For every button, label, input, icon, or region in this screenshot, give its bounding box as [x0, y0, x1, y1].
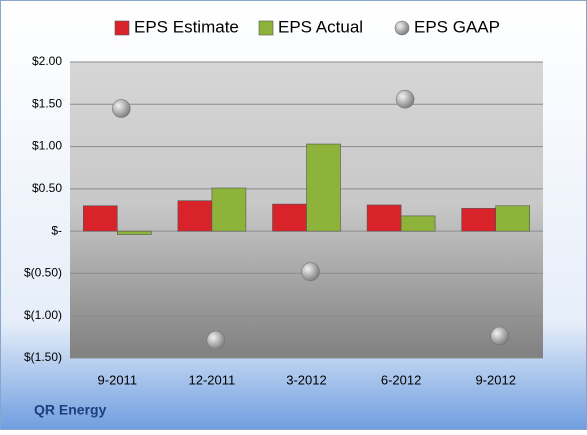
chart-title: QR Energy — [34, 402, 107, 418]
legend-swatch — [394, 20, 410, 36]
y-tick-label: $2.00 — [32, 54, 62, 68]
bar — [272, 203, 307, 232]
bar — [306, 143, 341, 232]
y-tick-label: $(0.50) — [24, 266, 62, 280]
bar — [461, 208, 497, 232]
point — [112, 99, 131, 118]
point — [490, 326, 510, 346]
y-tick-label: $(1.50) — [24, 350, 62, 364]
bar — [117, 230, 152, 235]
bar — [366, 204, 402, 232]
legend-swatch — [114, 20, 130, 36]
x-tick-label: 6-2012 — [381, 372, 421, 387]
bar — [400, 215, 436, 232]
x-tick-label: 12-2011 — [189, 372, 236, 387]
y-tick-label: $(1.00) — [24, 308, 62, 322]
legend-swatch — [258, 20, 274, 36]
y-tick-label: $1.50 — [32, 96, 62, 110]
x-tick-label: 9-2011 — [98, 372, 138, 387]
bar — [211, 187, 247, 232]
y-tick-label: $0.50 — [32, 181, 62, 195]
legend-label: EPS GAAP — [414, 17, 500, 36]
legend-label: EPS Estimate — [134, 17, 239, 36]
bar — [495, 205, 531, 232]
y-tick-label: $1.00 — [32, 139, 62, 153]
bar — [83, 205, 118, 232]
point — [301, 262, 320, 282]
bar — [177, 200, 213, 232]
x-tick-label: 3-2012 — [286, 372, 326, 387]
y-tick-label: $- — [51, 223, 62, 237]
legend-label: EPS Actual — [278, 17, 363, 36]
point — [395, 89, 415, 109]
point — [206, 330, 226, 350]
x-tick-label: 9-2012 — [475, 372, 515, 387]
